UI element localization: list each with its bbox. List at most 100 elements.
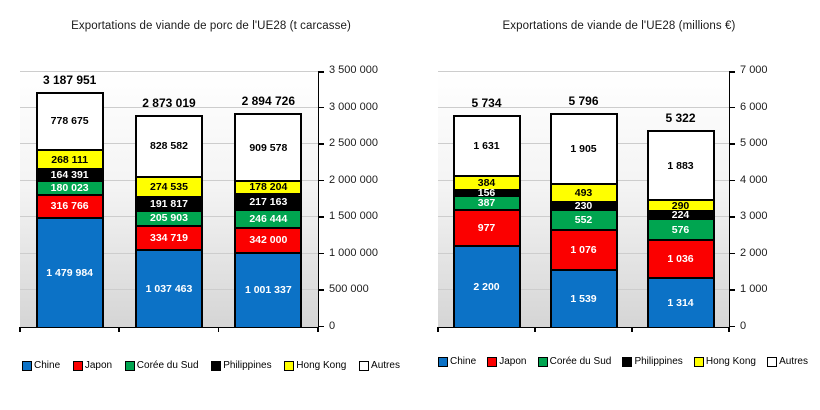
- segment-value-label: 552: [574, 214, 593, 227]
- y-axis-tick: [730, 143, 736, 145]
- legend-item-label: Philippines: [223, 360, 272, 371]
- segment-value-label: 342 000: [249, 234, 288, 247]
- segment-value-label: 224: [671, 208, 690, 221]
- segment-japon: 316 766: [37, 195, 102, 219]
- bar-group: 2 894 726 909 578 178 204 217 163 246 444 342…: [219, 71, 318, 327]
- legend-swatch-coree-du-sud: [124, 360, 135, 371]
- y-axis: 0 500 000 1 000 000 1 500 000 2 000 000 2 500…: [319, 64, 405, 332]
- segment-value-label: 1 037 463: [145, 283, 193, 296]
- legend-swatch-coree-du-sud: [537, 356, 548, 367]
- legend-item-label: Autres: [779, 356, 808, 367]
- segment-coree-du-sud: 576: [648, 220, 713, 242]
- chart-title: Exportations de viande de l'UE28 (millio…: [502, 20, 736, 32]
- y-axis-tick-label: 500 000: [329, 283, 369, 296]
- bar-total-label: 2 873 019: [142, 95, 196, 110]
- x-axis-tick: [728, 327, 730, 332]
- segment-autres: 1 631: [454, 117, 519, 177]
- legend-item-label: Corée du Sud: [549, 356, 612, 367]
- legend-item-hong-kong: Hong Kong: [284, 360, 346, 371]
- legend-swatch-autres: [767, 356, 778, 367]
- segment-chine: 1 539: [551, 270, 616, 327]
- y-axis-tick-label: 5 000: [740, 137, 768, 150]
- segment-value-label: 274 535: [150, 180, 188, 193]
- y-axis-tick: [730, 325, 736, 327]
- y-axis-tick-label: 1 000 000: [329, 246, 378, 259]
- bar-stack: 828 582 274 535 191 817 205 903 334 719 1 037…: [134, 114, 203, 327]
- segment-autres: 828 582: [136, 116, 201, 178]
- legend-swatch-hong-kong: [693, 356, 704, 367]
- y-axis-tick-label: 0: [329, 320, 336, 332]
- y-axis-tick: [730, 179, 736, 182]
- segment-coree-du-sud: 387: [454, 196, 519, 211]
- segment-chine: 1 479 984: [37, 218, 102, 327]
- segment-value-label: 156: [477, 186, 496, 199]
- legend-swatch-japon: [487, 356, 498, 367]
- y-axis-tick: [319, 143, 324, 145]
- segment-coree-du-sud: 552: [551, 211, 616, 232]
- y-axis-tick-label: 1 500 000: [329, 210, 378, 223]
- segment-hong-kong: 290: [648, 200, 713, 212]
- segment-coree-du-sud: 246 444: [236, 210, 301, 229]
- plot-area: 3 187 951 778 675 268 111 164 391 180 023 316…: [19, 71, 319, 332]
- bar-total-label: 3 187 951: [42, 72, 97, 87]
- plot-area: 5 734 1 631 384 156 387 977 2 200 5 796 1 905 493…: [437, 71, 731, 332]
- segment-japon: 342 000: [236, 228, 301, 254]
- legend-item-label: Autres: [371, 360, 400, 371]
- bar-total-label: 5 796: [568, 94, 599, 109]
- legend-swatch-philippines: [622, 356, 633, 367]
- bar-group: 5 734 1 631 384 156 387 977 2 200: [438, 71, 535, 327]
- y-axis-tick-label: 4 000: [740, 173, 768, 186]
- legend-swatch-hong-kong: [284, 360, 295, 371]
- segment-value-label: 778 675: [50, 115, 89, 128]
- legend-item-label: Japon: [84, 360, 113, 371]
- segment-philippines: 164 391: [37, 169, 102, 183]
- legend-item-chine: Chine: [22, 360, 60, 371]
- y-axis-tick: [730, 106, 736, 109]
- segment-autres: 778 675: [37, 93, 102, 151]
- legend: Chine Japon Corée du Sud Philippines Hong Ko…: [438, 356, 808, 367]
- bar-stack: 1 883 290 224 576 1 036 1 314: [646, 130, 715, 327]
- legend-item-autres: Autres: [359, 360, 400, 371]
- chart-panel-euros: Exportations de viande de l'UE28 (millio…: [424, 0, 814, 410]
- y-axis-tick-label: 3 000 000: [329, 100, 378, 113]
- segment-value-label: 1 631: [473, 140, 500, 153]
- segment-value-label: 178 204: [249, 181, 288, 194]
- bar-stack: 1 905 493 230 552 1 076 1 539: [549, 113, 618, 327]
- segment-chine: 1 314: [648, 278, 713, 327]
- gridline: [438, 106, 730, 108]
- segment-philippines: 230: [551, 201, 616, 211]
- y-axis-tick: [319, 71, 324, 73]
- segment-value-label: 1 001 337: [244, 284, 292, 297]
- segment-philippines: 156: [454, 186, 519, 199]
- gridline: [20, 106, 318, 108]
- segment-philippines: 217 163: [236, 194, 301, 211]
- y-axis-tick: [319, 216, 324, 218]
- segment-value-label: 493: [574, 186, 593, 199]
- legend-item-label: Corée du Sud: [136, 360, 199, 371]
- y-axis-tick: [730, 216, 736, 218]
- y-axis-tick: [319, 179, 324, 182]
- bar-group: 5 796 1 905 493 230 552 1 076 1 539: [535, 71, 632, 327]
- legend-item-label: Philippines: [634, 356, 683, 367]
- bar-group: 5 322 1 883 290 224 576 1 036 1 314: [632, 71, 729, 327]
- segment-value-label: 828 582: [150, 140, 188, 153]
- segment-value-label: 164 391: [50, 169, 89, 182]
- segment-value-label: 1 539: [570, 292, 597, 305]
- legend-item-label: Japon: [499, 356, 527, 367]
- segment-japon: 334 719: [136, 226, 201, 252]
- bar-group: 3 187 951 778 675 268 111 164 391 180 023 316…: [20, 71, 119, 327]
- bar-total-label: 5 734: [471, 96, 502, 111]
- x-axis-tick: [437, 327, 439, 332]
- legend-item-label: Chine: [34, 360, 61, 371]
- y-axis-tick: [319, 325, 324, 327]
- legend-item-label: Hong Kong: [705, 356, 756, 367]
- bar-stack: 778 675 268 111 164 391 180 023 316 766 1 479…: [35, 91, 104, 327]
- y-axis-tick: [319, 106, 324, 109]
- legend-item-japon: Japon: [487, 356, 527, 367]
- x-axis-tick: [118, 327, 120, 332]
- segment-coree-du-sud: 205 903: [136, 211, 201, 227]
- bar-total-label: 2 894 726: [241, 94, 296, 109]
- legend-item-autres: Autres: [767, 356, 808, 367]
- legend: Chine Japon Corée du Sud Philippines Hong Ko…: [22, 360, 400, 371]
- segment-value-label: 246 444: [249, 212, 288, 225]
